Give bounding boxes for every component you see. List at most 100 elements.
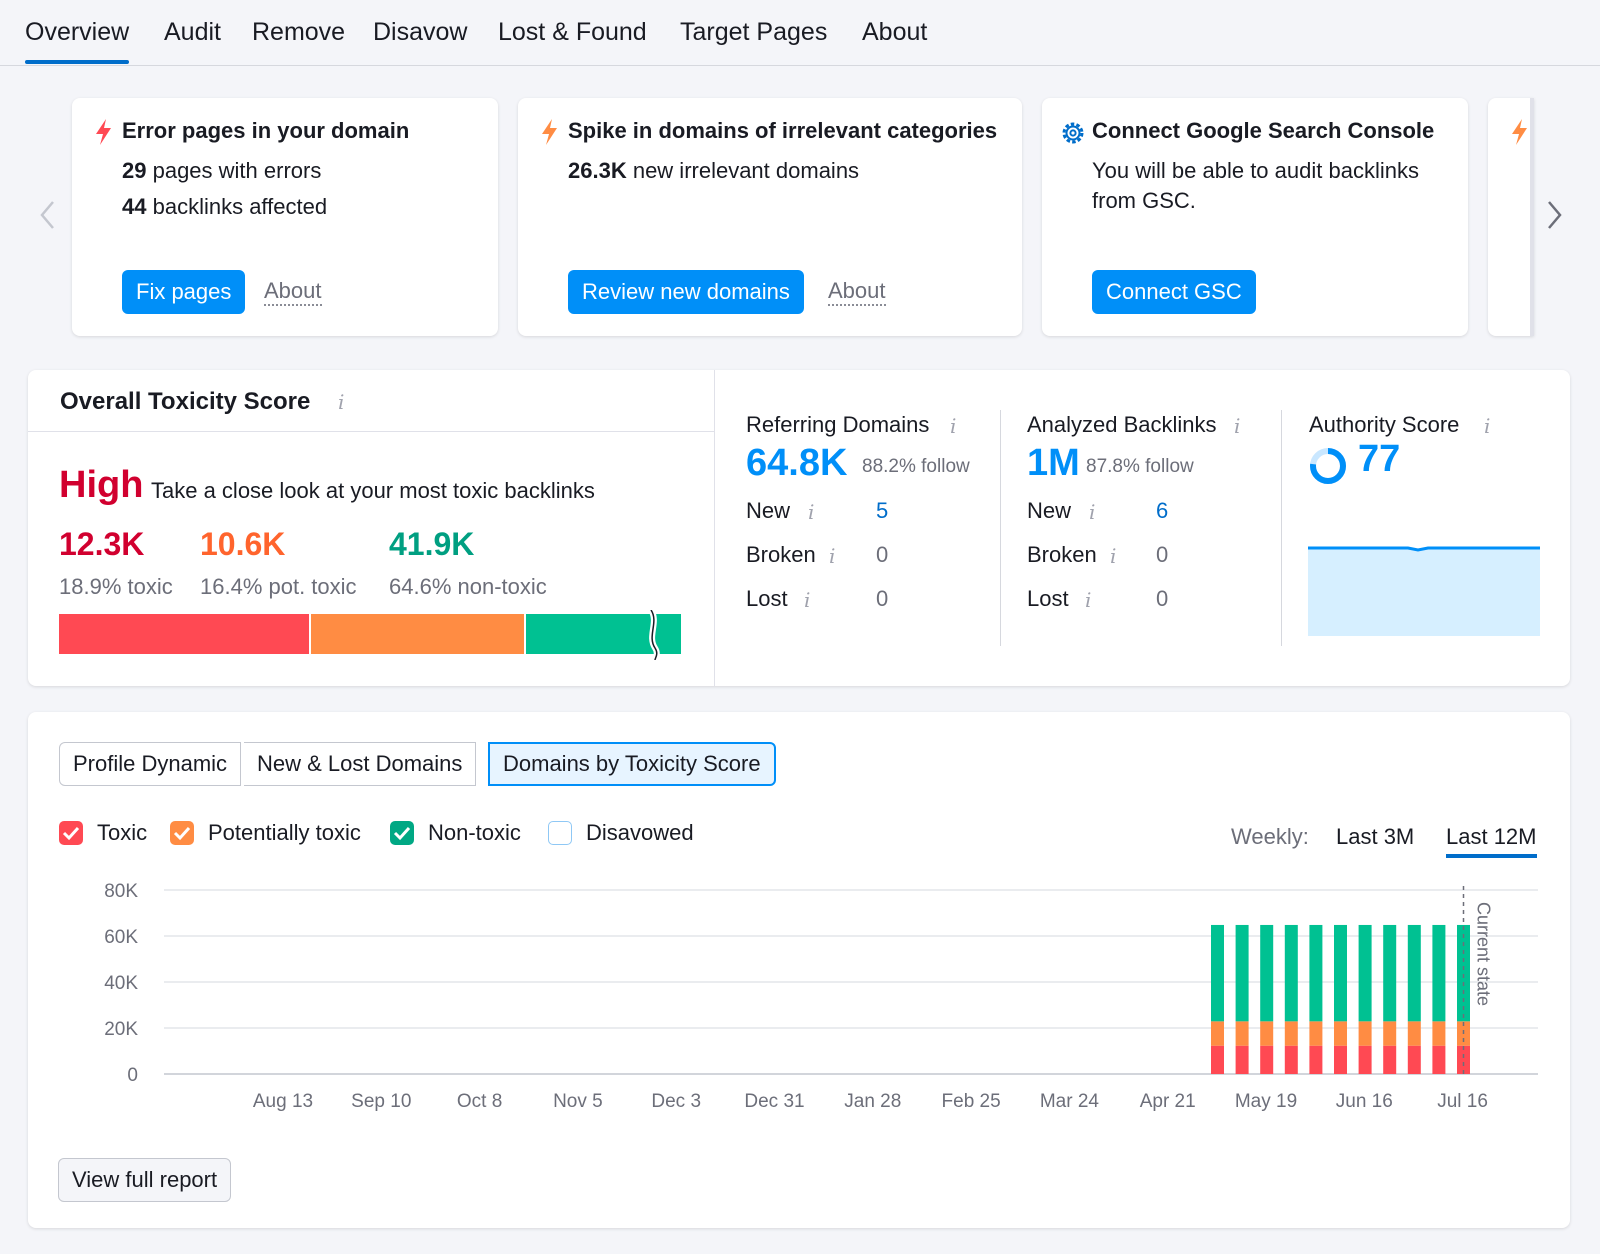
bar-toxic [1235, 1045, 1249, 1074]
tab-domains-by-toxicity[interactable]: Domains by Toxicity Score [488, 742, 776, 786]
authority-trend-chart [1308, 546, 1540, 636]
card-title: Spike in domains of irrelevant categorie… [568, 118, 998, 143]
x-tick-label: Jan 28 [844, 1091, 901, 1112]
about-link[interactable]: About [264, 278, 322, 306]
ref-domains-label: Referring Domains [746, 412, 930, 437]
tab-remove[interactable]: Remove [252, 18, 346, 46]
legend-label: Toxic [97, 820, 148, 845]
bar-non-toxic [1284, 924, 1298, 1022]
non-toxic-value: 41.9K [389, 526, 475, 562]
info-icon[interactable]: i [338, 390, 345, 414]
tab-profile-dynamic[interactable]: Profile Dynamic [59, 742, 242, 786]
bar-non-toxic [1432, 924, 1446, 1022]
divider [309, 614, 311, 654]
non-toxic-label: 64.6% non-toxic [389, 574, 547, 599]
checkbox-checked-icon[interactable] [170, 821, 194, 845]
chevron-right-icon[interactable] [1544, 198, 1564, 232]
insight-card-spike-domains: Spike in domains of irrelevant categorie… [518, 98, 1022, 336]
backlinks-new-label: New [1027, 498, 1072, 523]
info-icon[interactable]: i [1085, 588, 1092, 612]
axis-break-icon [648, 610, 660, 660]
card-line: 44 backlinks affected [122, 194, 328, 219]
x-tick-label: Nov 5 [553, 1091, 603, 1112]
bar-potentially-toxic [1211, 1021, 1224, 1046]
chevron-left-icon[interactable] [38, 198, 58, 232]
tab-lost-found[interactable]: Lost & Found [498, 18, 647, 46]
toxicity-overview-card: Overall Toxicity Score i High Take a clo… [28, 370, 1570, 686]
checkbox-checked-icon[interactable] [59, 821, 83, 845]
bar-potentially-toxic [1284, 1021, 1298, 1046]
info-icon[interactable]: i [1089, 500, 1096, 524]
x-tick-label: Feb 25 [942, 1091, 1001, 1112]
review-new-domains-button[interactable]: Review new domains [568, 270, 804, 314]
x-tick-label: Dec 31 [744, 1091, 804, 1112]
period-last-12m[interactable]: Last 12M [1446, 824, 1537, 858]
bar-non-toxic [1260, 924, 1274, 1022]
legend-label: Potentially toxic [208, 820, 361, 845]
tab-about[interactable]: About [862, 18, 928, 46]
fix-pages-button[interactable]: Fix pages [122, 270, 246, 314]
card-line: from GSC. [1092, 188, 1196, 213]
ref-lost-value: 0 [876, 586, 889, 611]
divider [524, 614, 526, 654]
ref-broken-label: Broken [746, 542, 816, 567]
info-icon[interactable]: i [950, 414, 957, 438]
backlinks-new-value[interactable]: 6 [1156, 498, 1169, 523]
connect-gsc-button[interactable]: Connect GSC [1092, 270, 1256, 314]
bar-toxic [1407, 1045, 1421, 1074]
card-title: Connect Google Search Console [1092, 118, 1435, 143]
info-icon[interactable]: i [1234, 414, 1241, 438]
toxicity-level: High [59, 464, 144, 506]
gear-icon [1062, 122, 1084, 144]
tab-new-lost-domains[interactable]: New & Lost Domains [244, 742, 477, 786]
backlinks-follow: 87.8% follow [1086, 456, 1194, 477]
bar-toxic [1309, 1045, 1323, 1074]
view-full-report-button[interactable]: View full report [58, 1158, 232, 1202]
bar-toxic [1383, 1045, 1397, 1074]
backlinks-value[interactable]: 1M [1027, 442, 1080, 484]
tab-disavow[interactable]: Disavow [373, 18, 468, 46]
toxicity-chart-card: Profile Dynamic New & Lost Domains Domai… [28, 712, 1570, 1228]
x-tick-label: Apr 21 [1140, 1091, 1196, 1112]
info-icon[interactable]: i [829, 544, 836, 568]
toxicity-title: Overall Toxicity Score [60, 388, 311, 415]
ref-lost-label: Lost [746, 586, 788, 611]
ref-broken-value: 0 [876, 542, 889, 567]
checkbox-checked-icon[interactable] [390, 821, 414, 845]
toxicity-header: Overall Toxicity Score i [28, 370, 714, 432]
info-icon[interactable]: i [808, 500, 815, 524]
bar-potentially-toxic [1260, 1021, 1274, 1046]
info-icon[interactable]: i [1110, 544, 1117, 568]
authority-score-ring [1310, 448, 1346, 484]
ref-new-value[interactable]: 5 [876, 498, 889, 523]
card-line: 29 pages with errors [122, 158, 322, 183]
insight-card-connect-gsc: Connect Google Search Console You will b… [1042, 98, 1468, 336]
bar-potentially-toxic [1235, 1021, 1249, 1046]
tab-overview[interactable]: Overview [25, 18, 130, 64]
tab-target-pages[interactable]: Target Pages [680, 18, 828, 46]
bar-non-toxic [1211, 924, 1224, 1022]
about-link[interactable]: About [828, 278, 886, 306]
bar-toxic [1457, 1045, 1470, 1074]
info-icon[interactable]: i [1484, 414, 1491, 438]
period-last-3m[interactable]: Last 3M [1336, 824, 1415, 849]
x-tick-label: Sep 10 [351, 1091, 411, 1112]
x-tick-label: Aug 13 [253, 1091, 313, 1112]
authority-score-label: Authority Score [1309, 412, 1460, 437]
bar-potentially-toxic [1358, 1021, 1372, 1046]
bar-toxic [1211, 1045, 1224, 1074]
bar-non-toxic [1407, 924, 1421, 1022]
lightning-icon [96, 119, 111, 145]
tab-audit[interactable]: Audit [164, 18, 221, 46]
ref-domains-follow: 88.2% follow [862, 456, 970, 477]
toxicity-bar [59, 610, 681, 660]
insight-card-partial [1488, 98, 1534, 336]
checkbox-unchecked-icon[interactable] [548, 821, 572, 845]
card-line: You will be able to audit backlinks [1092, 158, 1419, 183]
y-tick-label: 80K [104, 881, 138, 902]
info-icon[interactable]: i [804, 588, 811, 612]
backlinks-lost-label: Lost [1027, 586, 1069, 611]
ref-domains-value[interactable]: 64.8K [746, 442, 848, 484]
backlinks-broken-label: Broken [1027, 542, 1097, 567]
bar-toxic [1358, 1045, 1372, 1074]
